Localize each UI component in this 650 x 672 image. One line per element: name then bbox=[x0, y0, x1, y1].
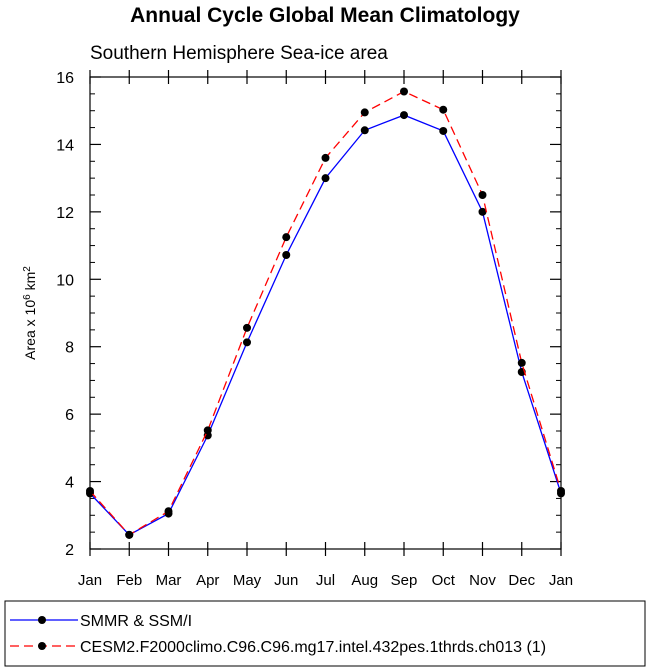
series-point-1 bbox=[125, 530, 134, 539]
series-point-0 bbox=[400, 111, 408, 120]
y-tick-label: 10 bbox=[56, 272, 74, 289]
y-axis-label: Area x 106 km2 bbox=[22, 266, 39, 360]
series-point-1 bbox=[478, 191, 487, 199]
y-axis-label-unit-exp: 2 bbox=[22, 266, 33, 272]
x-tick-label: Sep bbox=[391, 572, 418, 589]
chart-title: Annual Cycle Global Mean Climatology bbox=[130, 4, 520, 27]
x-tick-label: Aug bbox=[351, 572, 378, 589]
legend-marker-1 bbox=[38, 642, 46, 650]
x-tick-label: Feb bbox=[116, 572, 142, 589]
y-tick-label: 6 bbox=[65, 407, 74, 424]
x-tick-label: Jan bbox=[78, 572, 102, 589]
series-point-0 bbox=[243, 338, 251, 347]
svg-text:Area x 106 km2: Area x 106 km2 bbox=[22, 266, 39, 360]
series-point-0 bbox=[282, 251, 291, 260]
ticks bbox=[89, 70, 562, 556]
series-point-1 bbox=[243, 323, 251, 332]
plot-frame bbox=[89, 76, 562, 550]
y-tick-label: 8 bbox=[65, 340, 74, 357]
y-tick-label: 12 bbox=[56, 205, 74, 222]
series-point-0 bbox=[478, 207, 487, 216]
series-point-1 bbox=[164, 507, 173, 516]
series-point-0 bbox=[360, 126, 369, 135]
x-tick-label: Jul bbox=[316, 572, 335, 589]
legend: SMMR & SSM/I CESM2.F2000climo.C96.C96.mg1… bbox=[10, 613, 546, 656]
series-point-0 bbox=[321, 174, 330, 183]
series-point-1 bbox=[439, 105, 448, 114]
x-tick-label: Dec bbox=[508, 572, 535, 589]
y-axis-label-prefix: Area x 10 bbox=[22, 300, 38, 360]
x-tick-label: Nov bbox=[469, 572, 496, 589]
x-tick-labels: Jan Feb Mar Apr May Jun Jul Aug Sep Oct Nov Dec Jan bbox=[78, 572, 573, 589]
series-point-1 bbox=[517, 358, 526, 367]
x-tick-label: Apr bbox=[196, 572, 219, 589]
series-point-1 bbox=[400, 87, 408, 96]
series-point-1 bbox=[282, 233, 291, 242]
x-tick-label: Mar bbox=[156, 572, 182, 589]
y-axis-label-unit: km bbox=[22, 272, 38, 295]
y-tick-label: 2 bbox=[65, 542, 74, 559]
y-tick-label: 4 bbox=[65, 475, 74, 492]
legend-box bbox=[4, 600, 646, 667]
y-tick-label: 14 bbox=[56, 137, 74, 154]
series-point-1 bbox=[321, 153, 330, 162]
y-axis-label-exp: 6 bbox=[22, 294, 33, 300]
legend-marker-0 bbox=[38, 616, 46, 624]
y-tick-labels: 2 4 6 8 10 12 14 16 bbox=[56, 70, 74, 559]
legend-label-1: CESM2.F2000climo.C96.C96.mg17.intel.432p… bbox=[80, 639, 546, 656]
series-group bbox=[86, 87, 565, 539]
x-tick-label: May bbox=[233, 572, 262, 589]
series-point-1 bbox=[557, 487, 565, 496]
chart-subtitle: Southern Hemisphere Sea-ice area bbox=[90, 43, 388, 64]
series-point-1 bbox=[360, 108, 369, 117]
series-point-1 bbox=[203, 426, 212, 435]
x-tick-label: Oct bbox=[432, 572, 456, 589]
series-point-1 bbox=[86, 487, 94, 496]
y-tick-label: 16 bbox=[56, 70, 74, 87]
x-tick-label: Jun bbox=[274, 572, 298, 589]
x-tick-label: Jan bbox=[549, 572, 573, 589]
legend-label-0: SMMR & SSM/I bbox=[80, 613, 192, 630]
series-point-0 bbox=[439, 126, 448, 135]
